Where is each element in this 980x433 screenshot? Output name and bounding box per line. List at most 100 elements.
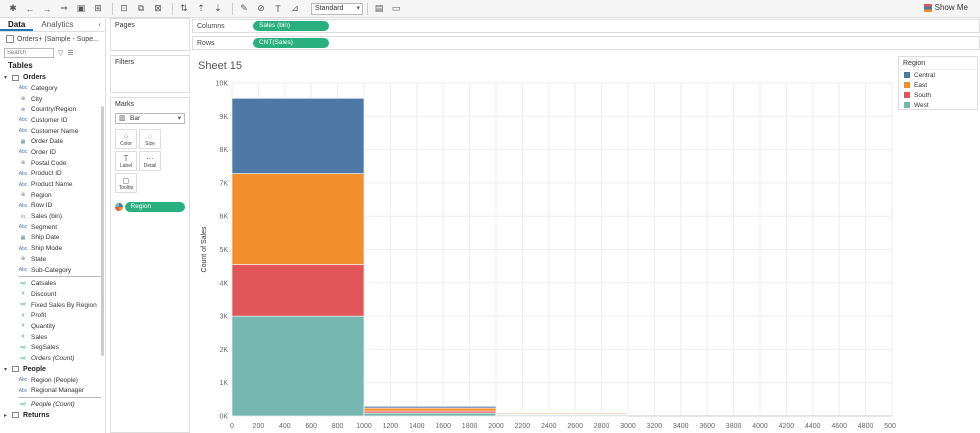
field-item[interactable]: Abc Region (People) bbox=[0, 375, 105, 386]
bar-segment-central[interactable] bbox=[495, 412, 629, 414]
tab-analytics[interactable]: Analytics bbox=[41, 20, 74, 29]
legend-swatch bbox=[904, 72, 910, 78]
collapse-pane-icon[interactable]: ‹ bbox=[98, 20, 101, 29]
swap-icon[interactable]: ⇅ bbox=[180, 3, 188, 13]
replay-icon[interactable]: ⇒ bbox=[60, 3, 68, 13]
field-item[interactable]: Abc Row ID bbox=[0, 201, 105, 212]
y-tick-label: 5K bbox=[219, 247, 228, 254]
field-item[interactable]: ▦ Order Date bbox=[0, 136, 105, 147]
highlight-icon[interactable]: ✎ bbox=[240, 3, 248, 13]
rows-pill[interactable]: CNT(Sales) bbox=[253, 38, 329, 48]
bar-segment-west[interactable] bbox=[363, 412, 497, 417]
expand-caret-icon[interactable]: ▾ bbox=[4, 75, 8, 81]
tooltip-icon: ◻ bbox=[122, 175, 130, 185]
new-datasource-icon[interactable]: ⊞ bbox=[94, 3, 102, 13]
expand-caret-icon[interactable]: ▾ bbox=[4, 366, 8, 373]
mark-type-select[interactable]: Bar bbox=[115, 113, 185, 124]
group-icon[interactable]: ⊘ bbox=[257, 3, 265, 13]
field-item[interactable]: ▦ Ship Date bbox=[0, 233, 105, 244]
string-icon: Abc bbox=[18, 170, 28, 177]
table-icon bbox=[12, 74, 19, 81]
field-item[interactable]: Abc Customer Name bbox=[0, 126, 105, 137]
filters-card[interactable]: Filters bbox=[110, 55, 190, 93]
redo-icon[interactable]: → bbox=[42, 3, 52, 14]
bar-segment-east[interactable] bbox=[363, 407, 497, 412]
undo-icon[interactable]: ← bbox=[25, 3, 35, 14]
field-item[interactable]: Abc Sub-Category bbox=[0, 265, 105, 276]
field-item[interactable]: Abc Ship Mode bbox=[0, 243, 105, 254]
histogram-chart[interactable]: 0K 1K 2K 3K 4K 5K 6K 7K 8K 9K 10K 0 200 400 600 800 1000… bbox=[192, 56, 896, 433]
tab-data[interactable]: Data bbox=[0, 18, 34, 31]
field-item[interactable]: # Discount bbox=[0, 289, 105, 300]
expand-caret-icon[interactable]: ▸ bbox=[4, 412, 8, 419]
field-item[interactable]: ılı Sales (bin) bbox=[0, 211, 105, 222]
legend-item-east[interactable]: East bbox=[899, 80, 977, 90]
field-item[interactable]: =# Catsales bbox=[0, 278, 105, 289]
field-item[interactable]: =# Orders (Count) bbox=[0, 353, 105, 364]
field-label: Profit bbox=[31, 312, 47, 320]
bar-segment-west[interactable] bbox=[231, 315, 365, 417]
legend-item-west[interactable]: West bbox=[899, 100, 977, 110]
pages-card[interactable]: Pages bbox=[110, 18, 190, 51]
field-item[interactable]: Abc Product ID bbox=[0, 169, 105, 180]
sort-descending-icon[interactable]: ⇣ bbox=[214, 3, 222, 13]
toolbar-separator bbox=[112, 2, 113, 15]
columns-pill[interactable]: Sales (bin) bbox=[253, 21, 329, 31]
sort-ascending-icon[interactable]: ⇡ bbox=[197, 3, 205, 13]
clear-sheet-icon[interactable]: ⊠ bbox=[154, 3, 162, 13]
table-orders[interactable]: ▾ Orders bbox=[0, 72, 105, 83]
x-tick-label: 1200 bbox=[383, 423, 399, 430]
x-tick-label: 1000 bbox=[356, 423, 372, 430]
table-people[interactable]: ▾ People bbox=[0, 364, 105, 375]
field-item[interactable]: Abc Customer ID bbox=[0, 115, 105, 126]
field-label: Sales bbox=[31, 333, 48, 341]
labels-icon[interactable]: T bbox=[275, 3, 281, 14]
duplicate-sheet-icon[interactable]: ⧉ bbox=[137, 3, 145, 13]
datasource-item[interactable]: Orders+ (Sample - Supe... bbox=[0, 32, 105, 46]
scrollbar[interactable] bbox=[101, 106, 104, 356]
show-me-button[interactable]: Show Me bbox=[923, 3, 968, 12]
color-button[interactable]: ⁘ Color bbox=[115, 129, 137, 149]
field-item[interactable]: Abc Segment bbox=[0, 222, 105, 233]
field-item[interactable]: Abc Category bbox=[0, 83, 105, 94]
new-sheet-icon[interactable]: ⊡ bbox=[120, 3, 128, 13]
tooltip-button[interactable]: ◻ Tooltip bbox=[115, 173, 137, 193]
pin-icon[interactable]: ⊿ bbox=[291, 3, 299, 13]
field-item[interactable]: ⊕ Country/Region bbox=[0, 104, 105, 115]
region-color-pill[interactable]: Region bbox=[115, 202, 185, 212]
bar-segment-south[interactable] bbox=[231, 264, 365, 317]
measure-icon: =# bbox=[20, 355, 26, 362]
field-item[interactable]: Abc Regional Manager bbox=[0, 386, 105, 397]
filter-icon[interactable]: ▽ bbox=[58, 50, 64, 57]
search-input[interactable] bbox=[4, 48, 54, 58]
field-item[interactable]: =# SegSales bbox=[0, 343, 105, 354]
field-item[interactable]: ⊕ Postal Code bbox=[0, 158, 105, 169]
field-item[interactable]: Abc Product Name bbox=[0, 179, 105, 190]
field-item[interactable]: # Sales bbox=[0, 332, 105, 343]
table-returns[interactable]: ▸ Returns bbox=[0, 410, 105, 421]
field-item[interactable]: =# Fixed Sales By Region bbox=[0, 300, 105, 311]
field-item[interactable]: ⊕ Region bbox=[0, 190, 105, 201]
bar-segment-central[interactable] bbox=[231, 98, 365, 174]
label-button[interactable]: T Label bbox=[115, 151, 137, 171]
field-item[interactable]: ⊕ State bbox=[0, 254, 105, 265]
show-cards-icon[interactable]: ▤ bbox=[374, 3, 384, 13]
size-button[interactable]: ◌ Size bbox=[139, 129, 161, 149]
save-icon[interactable]: ▣ bbox=[76, 3, 86, 13]
view-options-icon[interactable]: ☰ bbox=[67, 50, 74, 57]
field-item[interactable]: # Quantity bbox=[0, 321, 105, 332]
legend-item-south[interactable]: South bbox=[899, 90, 977, 100]
bar-segment-central[interactable] bbox=[363, 406, 497, 409]
field-item[interactable]: =# People (Count) bbox=[0, 399, 105, 410]
field-item[interactable]: ⊕ City bbox=[0, 94, 105, 105]
field-item[interactable]: # Profit bbox=[0, 310, 105, 321]
bar-segment-east[interactable] bbox=[231, 173, 365, 265]
fit-select[interactable]: Standard bbox=[311, 2, 363, 15]
rows-shelf[interactable]: Rows CNT(Sales) bbox=[192, 36, 980, 50]
tableau-logo-icon[interactable]: ✱ bbox=[9, 3, 17, 13]
field-item[interactable]: Abc Order ID bbox=[0, 147, 105, 158]
columns-shelf[interactable]: Columns Sales (bin) bbox=[192, 19, 980, 33]
detail-button[interactable]: ⋯ Detail bbox=[139, 151, 161, 171]
legend-item-central[interactable]: Central bbox=[899, 70, 977, 80]
presentation-icon[interactable]: ▭ bbox=[391, 3, 401, 13]
